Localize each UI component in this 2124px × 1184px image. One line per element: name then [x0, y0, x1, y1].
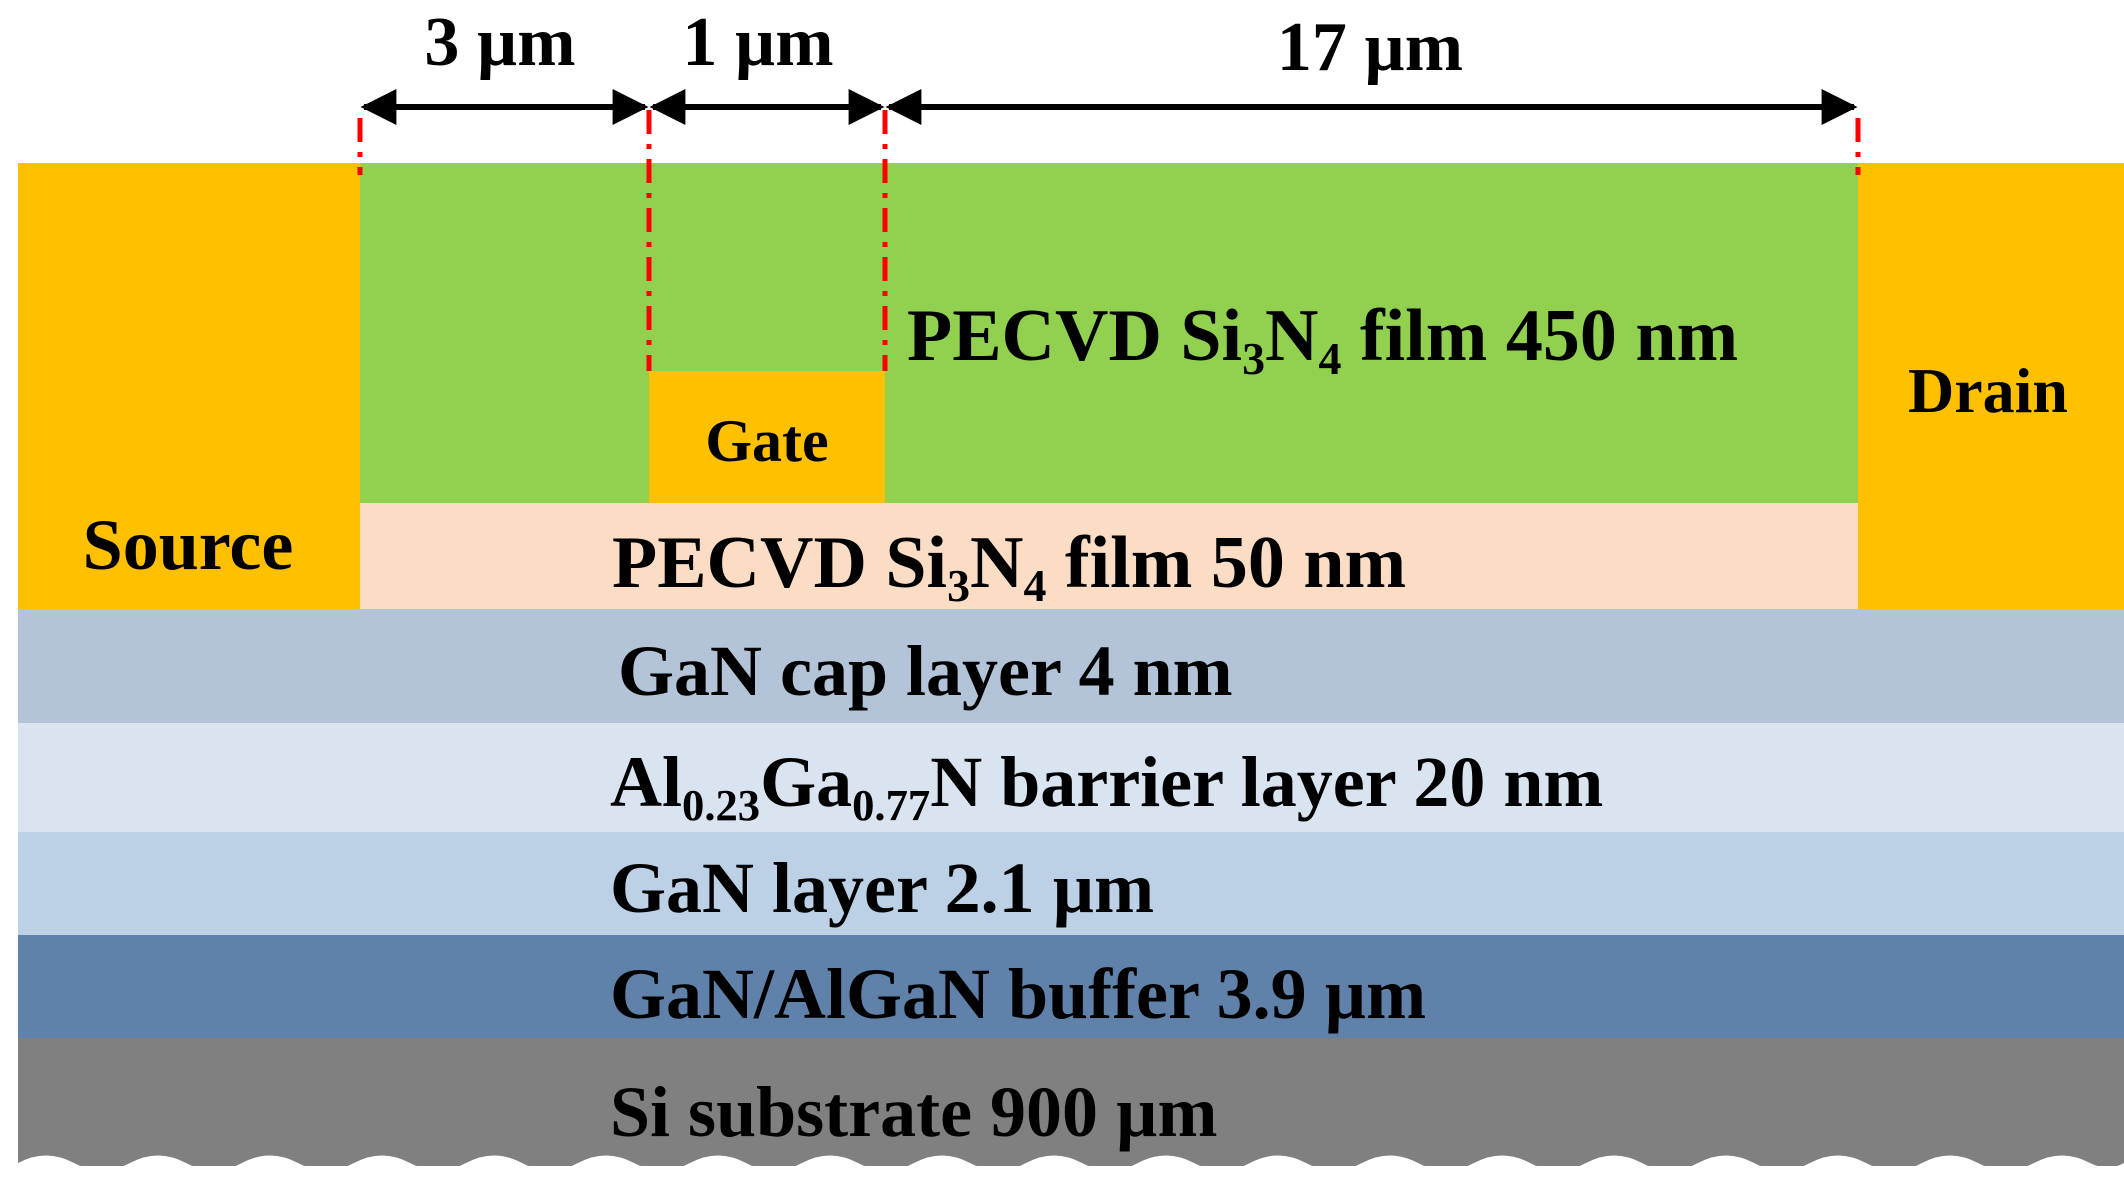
dimension-label-gate-length: 1 µm — [682, 4, 833, 81]
dimension-label-source-gate: 3 µm — [424, 4, 575, 81]
gan-layer — [18, 832, 2124, 935]
gan-layer-label: GaN layer 2.1 µm — [610, 848, 1154, 928]
dimension-extension-lines — [357, 110, 1861, 371]
dimension-label-gate-drain: 17 µm — [1277, 9, 1463, 86]
source-label: Source — [83, 505, 294, 585]
buffer-layer-label: GaN/AlGaN buffer 3.9 µm — [610, 954, 1426, 1034]
gate-contact — [649, 371, 885, 503]
barrier-layer-label: Al0.23Ga0.77N barrier layer 20 nm — [610, 742, 1603, 830]
drain-contact — [1858, 163, 2124, 609]
gan-cap-layer — [18, 609, 2124, 723]
substrate-wavy-edge — [18, 1155, 2124, 1184]
substrate-layer-label: Si substrate 900 µm — [610, 1072, 1218, 1152]
thick-film-label: PECVD Si3N4 film 450 nm — [907, 295, 1738, 384]
thin-film-label: PECVD Si3N4 film 50 nm — [612, 522, 1406, 611]
substrate-layer — [18, 1038, 2124, 1166]
barrier-layer — [18, 723, 2124, 832]
source-contact — [18, 163, 360, 609]
passivation-thin-film — [360, 503, 1858, 609]
drain-label: Drain — [1908, 355, 2068, 426]
buffer-layer — [18, 935, 2124, 1038]
gate-label: Gate — [705, 408, 828, 474]
passivation-thick-film — [360, 163, 1858, 503]
gan-cap-layer-label: GaN cap layer 4 nm — [618, 631, 1233, 711]
